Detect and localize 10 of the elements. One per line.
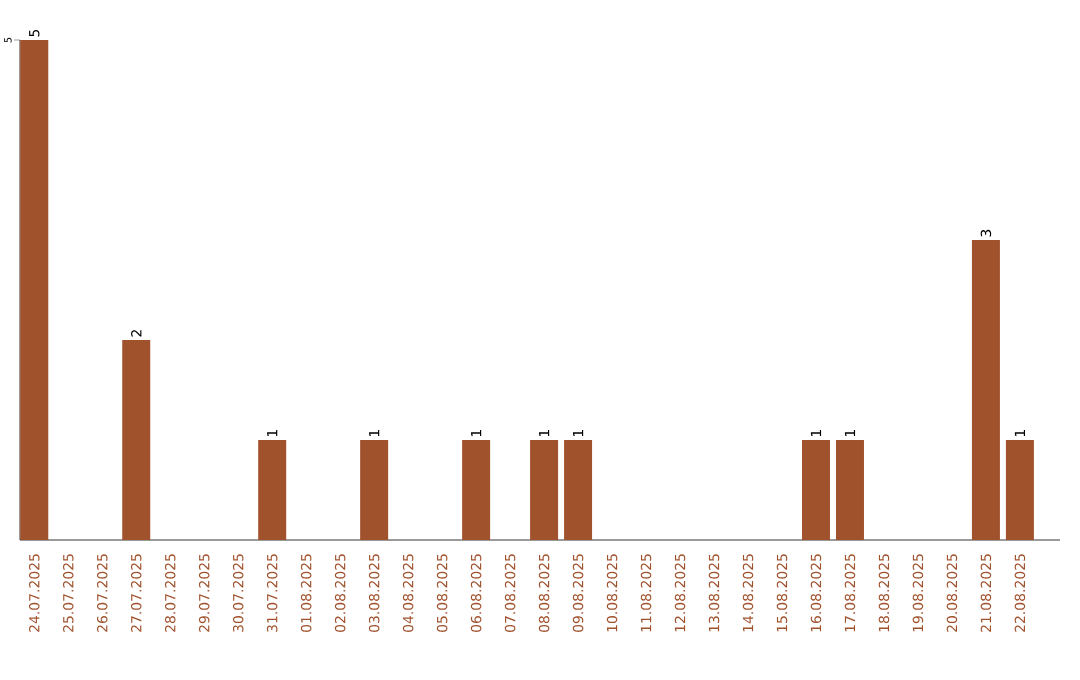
bar (462, 440, 491, 540)
bar (122, 340, 151, 540)
bar (801, 440, 830, 540)
bar (971, 240, 1000, 540)
bar (258, 440, 287, 540)
bar (835, 440, 864, 540)
bar (530, 440, 559, 540)
bar (360, 440, 389, 540)
bar (1005, 440, 1034, 540)
bar (564, 440, 593, 540)
